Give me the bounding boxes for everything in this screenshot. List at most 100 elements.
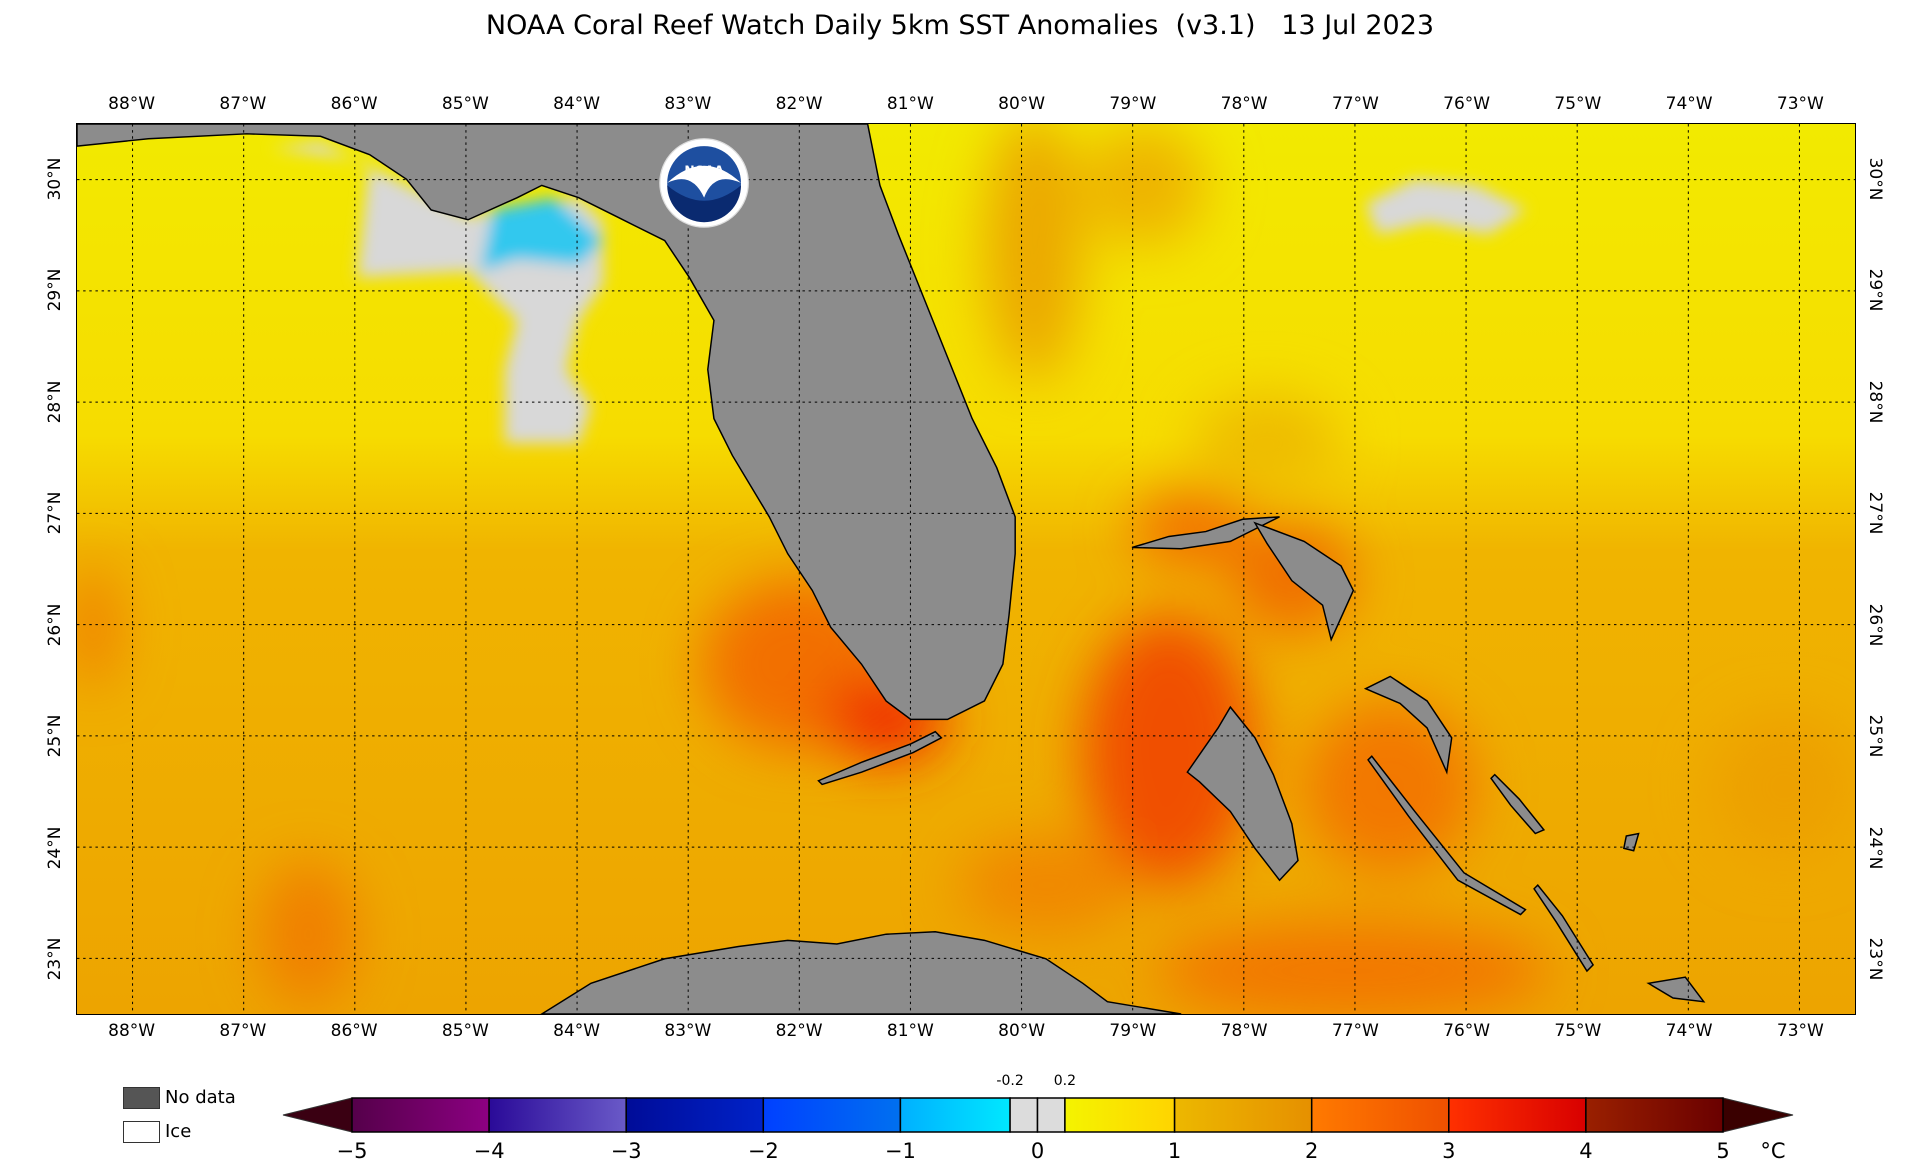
colorbar-segment (1009, 1097, 1039, 1133)
colorbar-segment (1173, 1097, 1313, 1133)
lon-label: 73°W (1776, 94, 1824, 114)
lon-label: 85°W (441, 1021, 489, 1041)
lon-label: 85°W (441, 94, 489, 114)
ice-swatch (123, 1121, 160, 1143)
lat-label: 23°N (1865, 937, 1885, 981)
lat-label: 30°N (45, 157, 65, 201)
colorbar-tick-label: −2 (747, 1139, 779, 1163)
lat-label: 27°N (1865, 491, 1885, 535)
abaco (1253, 521, 1355, 642)
lon-label: 74°W (1665, 94, 1713, 114)
colorbar-tick-label: −5 (336, 1139, 368, 1163)
colorbar-segment (1036, 1097, 1066, 1133)
eleuthera (1363, 675, 1453, 775)
lon-label: 77°W (1331, 94, 1379, 114)
lat-label: 28°N (45, 380, 65, 424)
colorbar-tick-label: −3 (610, 1139, 642, 1163)
lon-label: 80°W (998, 94, 1046, 114)
chart-title: NOAA Coral Reef Watch Daily 5km SST Anom… (485, 10, 1435, 41)
lat-label: 24°N (45, 826, 65, 870)
cat-island (1490, 773, 1546, 835)
colorbar-tick-label: 5 (1716, 1139, 1730, 1163)
lon-label: 82°W (775, 1021, 823, 1041)
lon-label: 88°W (108, 1021, 156, 1041)
lat-label: 25°N (45, 714, 65, 758)
lon-label: 80°W (998, 1021, 1046, 1041)
lat-label: 26°N (1865, 603, 1885, 647)
colorbar-segment (1585, 1097, 1724, 1133)
colorbar-segment (1448, 1097, 1587, 1133)
negative-anomaly-area (480, 197, 604, 272)
land (77, 124, 1706, 1014)
noaa-logo-text: NOAA (684, 163, 724, 177)
lon-label: 87°W (219, 94, 267, 114)
lon-label: 76°W (1443, 94, 1491, 114)
colorbar-minor-label: -0.2 (996, 1073, 1024, 1089)
colorbar-tick-label: 1 (1167, 1139, 1182, 1163)
colorbar (282, 1097, 1794, 1133)
lat-label: 26°N (45, 603, 65, 647)
ice-label: Ice (165, 1121, 192, 1142)
lon-label: 81°W (886, 94, 934, 114)
colorbar-under-arrow (282, 1097, 353, 1133)
colorbar-tick-label: 2 (1305, 1139, 1319, 1163)
cuba-land (540, 931, 1182, 1014)
lat-label: 29°N (45, 268, 65, 312)
lon-label: 78°W (1220, 1021, 1268, 1041)
lat-label: 23°N (45, 937, 65, 981)
grand-bahama (1131, 516, 1280, 550)
lat-label: 30°N (1865, 157, 1885, 201)
colorbar-minor-label: 0.2 (1053, 1073, 1077, 1089)
sst-anomaly-map: NOAA (76, 123, 1856, 1015)
lon-label: 77°W (1331, 1021, 1379, 1041)
colorbar-tick-label: 0 (1030, 1139, 1045, 1163)
colorbar-segment (1064, 1097, 1176, 1133)
lat-label: 27°N (45, 491, 65, 535)
lat-label: 29°N (1865, 268, 1885, 312)
colorbar-segment (899, 1097, 1011, 1133)
lon-label: 87°W (219, 1021, 267, 1041)
lon-label: 81°W (886, 1021, 934, 1041)
exumas (1367, 755, 1527, 916)
lon-label: 75°W (1554, 1021, 1602, 1041)
no-data-label: No data (165, 1087, 236, 1108)
long-island (1533, 884, 1595, 973)
lon-label: 86°W (330, 94, 378, 114)
graticule (77, 124, 1855, 1014)
lon-label: 86°W (330, 1021, 378, 1041)
colorbar-segment (625, 1097, 765, 1133)
colorbar-segment (762, 1097, 902, 1133)
colorbar-segment (351, 1097, 490, 1133)
andros (1186, 705, 1299, 882)
noaa-logo: NOAA (659, 138, 749, 228)
colorbar-segment (488, 1097, 627, 1133)
lon-label: 79°W (1109, 1021, 1157, 1041)
lon-label: 83°W (664, 1021, 712, 1041)
lon-label: 84°W (553, 94, 601, 114)
lat-label: 24°N (1865, 826, 1885, 870)
lon-label: 76°W (1443, 1021, 1491, 1041)
ice-no-anomaly-area (1365, 179, 1526, 235)
no-data-swatch (123, 1087, 160, 1109)
colorbar-over-arrow (1722, 1097, 1794, 1133)
colorbar-unit: °C (1760, 1139, 1786, 1163)
lon-label: 82°W (775, 94, 823, 114)
lon-label: 83°W (664, 94, 712, 114)
lon-label: 79°W (1109, 94, 1157, 114)
lon-label: 74°W (1665, 1021, 1713, 1041)
lon-label: 88°W (108, 94, 156, 114)
lon-label: 78°W (1220, 94, 1268, 114)
colorbar-tick-label: 4 (1579, 1139, 1593, 1163)
colorbar-tick-label: −4 (473, 1139, 505, 1163)
lon-label: 84°W (553, 1021, 601, 1041)
lat-label: 25°N (1865, 714, 1885, 758)
lon-label: 75°W (1554, 94, 1602, 114)
colorbar-tick-label: −1 (884, 1139, 916, 1163)
florida-land (77, 124, 1016, 721)
colorbar-tick-label: 3 (1442, 1139, 1456, 1163)
colorbar-segment (1310, 1097, 1450, 1133)
island (1622, 832, 1640, 852)
lon-label: 73°W (1776, 1021, 1824, 1041)
island (1646, 976, 1706, 1003)
lat-label: 28°N (1865, 380, 1885, 424)
